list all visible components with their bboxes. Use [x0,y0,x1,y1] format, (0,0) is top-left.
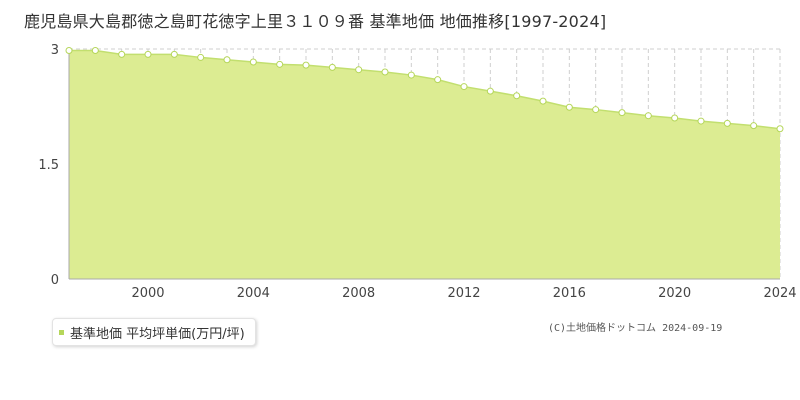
y-tick-label: 0 [51,273,59,288]
legend-marker [59,329,64,335]
legend[interactable]: 基準地価 平均坪単価(万円/坪) [52,318,256,346]
data-point[interactable] [276,60,284,68]
data-point[interactable] [434,76,442,84]
y-tick-labels: 01.53 [38,43,59,288]
data-point[interactable] [697,117,705,125]
y-tick-label: 3 [51,43,59,58]
data-point[interactable] [460,83,468,91]
data-point[interactable] [776,125,784,133]
x-tick-label: 2024 [763,286,796,301]
price-area [69,50,780,280]
data-point[interactable] [197,53,205,61]
data-point[interactable] [750,122,758,130]
data-point[interactable] [486,87,494,95]
data-point[interactable] [513,92,521,100]
data-point[interactable] [170,50,178,58]
x-tick-label: 2020 [658,286,691,301]
data-point[interactable] [592,106,600,114]
x-tick-label: 2000 [131,286,164,301]
data-point[interactable] [381,68,389,76]
data-point[interactable] [671,114,679,122]
copyright-text: (C)土地価格ドットコム 2024-09-19 [548,323,723,334]
data-point[interactable] [91,47,99,55]
x-tick-label: 2008 [342,286,375,301]
x-tick-label: 2016 [553,286,586,301]
x-tick-labels: 2000 2004 2008 2012 2016 2020 2024 [131,286,796,301]
data-point[interactable] [302,61,310,69]
y-tick-label: 1.5 [38,158,59,173]
data-point[interactable] [65,47,73,55]
data-points [65,47,784,133]
legend-label: 基準地価 平均坪単価(万円/坪) [70,326,245,342]
data-point[interactable] [618,109,626,117]
data-point[interactable] [355,66,363,74]
chart-title: 鹿児島県大島郡徳之島町花徳字上里３１０９番 基準地価 地価推移[1997-202… [24,12,607,31]
data-point[interactable] [723,119,731,127]
data-point[interactable] [539,97,547,105]
data-point[interactable] [644,112,652,120]
price-line [69,49,781,130]
data-point[interactable] [407,71,415,79]
x-tick-label: 2004 [237,286,270,301]
data-point[interactable] [565,103,573,111]
x-tick-label: 2012 [447,286,480,301]
data-point[interactable] [144,50,152,58]
data-point[interactable] [223,56,231,64]
data-point[interactable] [328,63,336,71]
data-point[interactable] [118,50,126,58]
data-point[interactable] [249,58,257,66]
